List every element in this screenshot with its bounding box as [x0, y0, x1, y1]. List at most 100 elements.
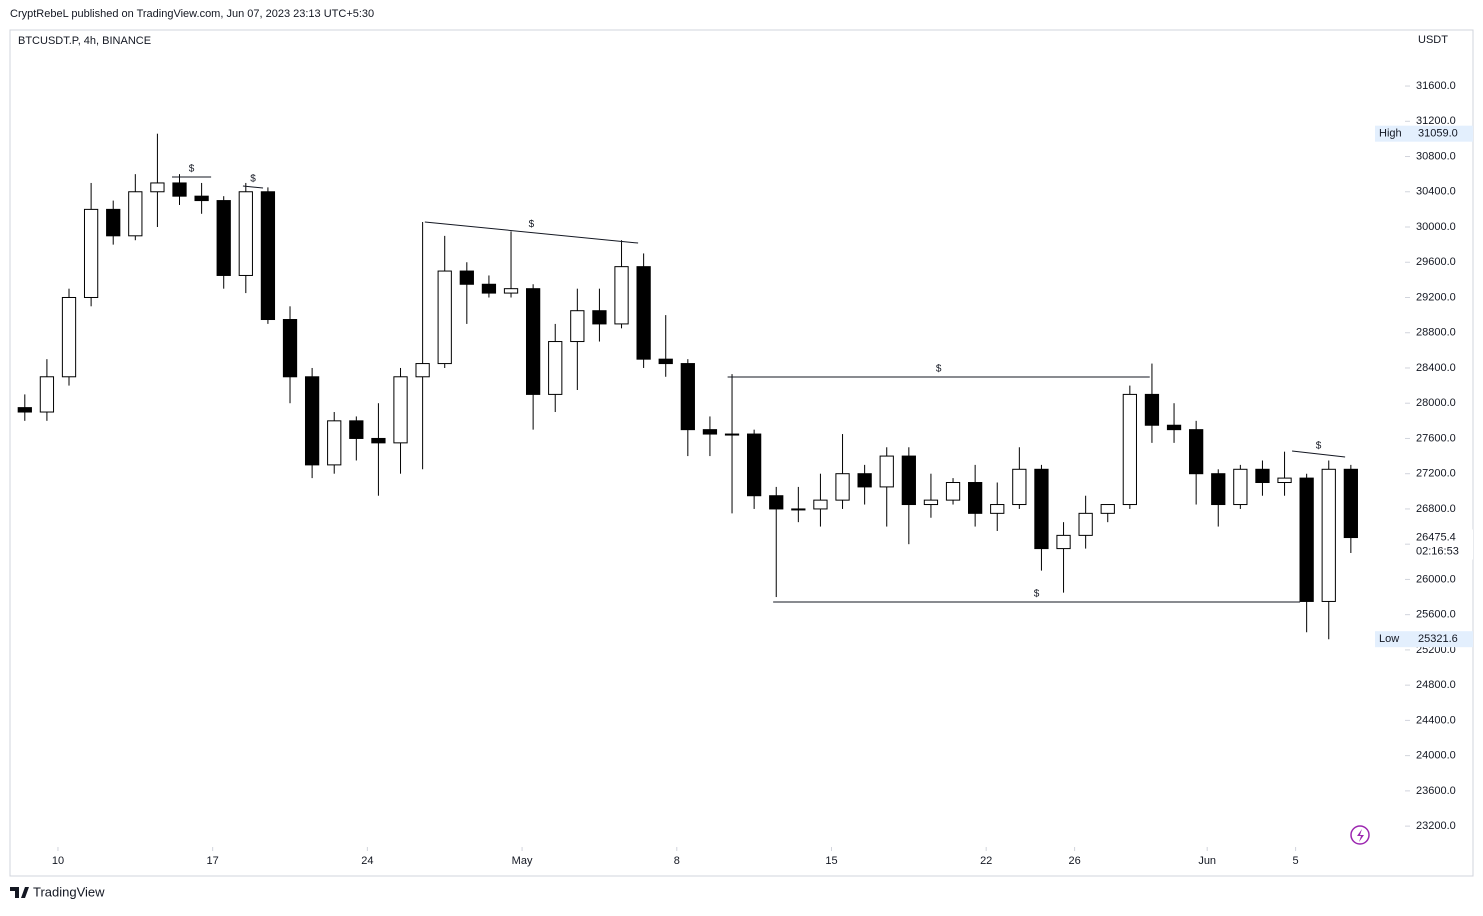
price-label-value: 31059.0 — [1418, 128, 1458, 140]
candle-body — [393, 376, 408, 444]
candle-body — [260, 191, 276, 321]
candle-body — [371, 437, 386, 444]
y-tick-label: 31200.0 — [1416, 115, 1456, 127]
candle-body — [1056, 534, 1071, 550]
candle-body — [150, 182, 165, 193]
candle-body — [304, 376, 320, 466]
liquidity-line — [1292, 450, 1346, 458]
candle-body — [1012, 468, 1027, 506]
y-tick-label: 24400.0 — [1416, 714, 1456, 726]
candle-body — [658, 358, 673, 365]
y-tick-label: 28400.0 — [1416, 362, 1456, 374]
candle-body — [747, 433, 762, 497]
candle-body — [238, 191, 253, 276]
candle-body — [1078, 512, 1093, 536]
y-tick-label: 30400.0 — [1416, 186, 1456, 198]
candle-body — [945, 482, 961, 501]
candle-body — [61, 296, 77, 378]
candle-body — [481, 283, 497, 294]
candle-body — [1299, 477, 1314, 602]
footer-brand: TradingView — [33, 884, 105, 899]
candle-body — [39, 376, 55, 413]
candle-body — [1122, 393, 1137, 506]
y-tick-label: 24000.0 — [1416, 750, 1456, 762]
x-tick-label: 10 — [52, 855, 64, 867]
liquidity-line — [242, 185, 264, 189]
liquidity-label: $ — [936, 364, 942, 375]
y-tick-label: 25600.0 — [1416, 609, 1456, 621]
liquidity-label: $ — [250, 174, 256, 185]
liquidity-label: $ — [189, 164, 195, 175]
liquidity-label: $ — [529, 219, 535, 230]
candle-body — [1034, 468, 1049, 550]
candle-body — [548, 341, 563, 395]
candle-body — [17, 407, 32, 413]
candle-body — [503, 288, 519, 294]
candle-body — [1343, 468, 1358, 539]
y-tick-label: 24800.0 — [1416, 679, 1456, 691]
y-tick-label: 31600.0 — [1416, 80, 1456, 92]
last-price-bg — [1410, 529, 1473, 560]
candle-body — [835, 473, 850, 501]
currency: USDT — [1418, 34, 1448, 46]
price-label-name: High — [1379, 128, 1402, 140]
y-tick-label: 28000.0 — [1416, 397, 1456, 409]
candle-body — [813, 499, 828, 510]
y-tick-label: 27600.0 — [1416, 432, 1456, 444]
candle-body — [1255, 468, 1270, 484]
candle-body — [106, 208, 121, 237]
candle-body — [769, 495, 784, 510]
candle-body — [459, 270, 474, 285]
y-tick-label: 23600.0 — [1416, 785, 1456, 797]
candle-body — [879, 455, 894, 488]
publish-header: CryptRebeL published on TradingView.com,… — [10, 8, 374, 20]
candle-body — [636, 266, 651, 360]
x-tick-label: 5 — [1293, 855, 1299, 867]
y-tick-label: 30800.0 — [1416, 150, 1456, 162]
candle-body — [702, 429, 718, 435]
y-tick-label: 30000.0 — [1416, 221, 1456, 233]
symbol-title: BTCUSDT.P, 4h, BINANCE — [18, 35, 151, 47]
x-tick-label: 22 — [980, 855, 992, 867]
x-tick-label: 17 — [207, 855, 219, 867]
candle-body — [1277, 477, 1292, 484]
candle-body — [791, 508, 806, 511]
y-tick-label: 28800.0 — [1416, 327, 1456, 339]
x-tick-label: Jun — [1198, 855, 1216, 867]
alert-icon-bolt — [1357, 829, 1364, 842]
candle-body — [680, 363, 695, 431]
price-label-name: Low — [1379, 633, 1399, 645]
candle-body — [724, 433, 740, 436]
x-tick-label: 26 — [1068, 855, 1080, 867]
y-tick-label: 29200.0 — [1416, 291, 1456, 303]
candle-body — [128, 191, 143, 237]
candle-body — [923, 499, 939, 506]
x-tick-label: 15 — [825, 855, 837, 867]
x-tick-label: May — [512, 855, 533, 867]
tradingview-logo: TradingView — [10, 884, 105, 899]
candle-body — [172, 182, 187, 197]
candle-body — [1211, 473, 1226, 506]
price-label-bg — [1375, 125, 1473, 142]
countdown: 02:16:53 — [1416, 545, 1459, 557]
candle-body — [282, 319, 298, 378]
candle-body — [990, 504, 1005, 514]
candle-body — [216, 200, 231, 276]
alert-icon[interactable] — [1350, 825, 1370, 845]
y-tick-label: 27200.0 — [1416, 468, 1456, 480]
candle-body — [83, 208, 99, 298]
candle-body — [1144, 393, 1160, 426]
candle-body — [415, 363, 430, 378]
chart-frame — [9, 29, 1474, 877]
candle-body — [194, 195, 209, 202]
y-tick-label: 26800.0 — [1416, 503, 1456, 515]
candle-body — [592, 310, 607, 325]
candle-body — [614, 266, 629, 325]
x-tick-label: 8 — [674, 855, 680, 867]
candle-body — [901, 455, 916, 506]
candle-body — [968, 482, 983, 514]
candle-body — [1321, 468, 1336, 602]
candle-body — [1100, 504, 1115, 514]
candle-body — [1166, 424, 1182, 431]
